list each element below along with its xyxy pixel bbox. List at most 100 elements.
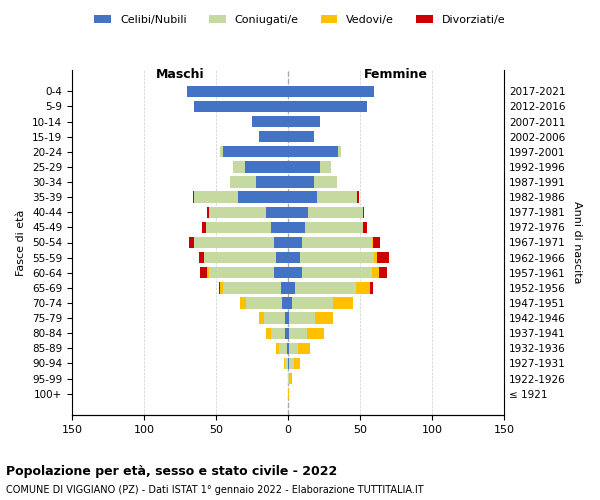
Bar (302, 237, 371, 248)
Bar (194, 101, 288, 112)
Bar (220, 282, 223, 294)
Bar (193, 192, 194, 203)
Bar (209, 206, 266, 218)
Bar (285, 328, 288, 339)
Bar (284, 358, 285, 369)
Bar (280, 342, 287, 354)
Bar (288, 176, 314, 188)
Bar (199, 252, 205, 264)
Bar (289, 312, 316, 324)
Bar (314, 176, 337, 188)
Bar (274, 267, 288, 278)
Bar (246, 298, 282, 308)
Text: COMUNE DI VIGGIANO (PZ) - Dati ISTAT 1° gennaio 2022 - Elaborazione TUTTITALIA.I: COMUNE DI VIGGIANO (PZ) - Dati ISTAT 1° … (6, 485, 424, 495)
Bar (266, 206, 288, 218)
Bar (274, 237, 288, 248)
Bar (289, 373, 292, 384)
Bar (332, 298, 353, 308)
Bar (271, 328, 285, 339)
Bar (288, 86, 374, 97)
Bar (289, 342, 298, 354)
Bar (208, 206, 209, 218)
Bar (299, 252, 374, 264)
Bar (320, 162, 331, 172)
Bar (288, 373, 289, 384)
Bar (308, 206, 363, 218)
Bar (370, 282, 373, 294)
Bar (259, 312, 263, 324)
Text: Popolazione per età, sesso e stato civile - 2022: Popolazione per età, sesso e stato civil… (6, 465, 337, 478)
Bar (238, 192, 288, 203)
Bar (285, 358, 288, 369)
Bar (371, 237, 373, 248)
Bar (292, 298, 332, 308)
Bar (223, 146, 288, 158)
Bar (377, 252, 389, 264)
Bar (289, 358, 294, 369)
Bar (371, 267, 379, 278)
Bar (200, 267, 208, 278)
Bar (298, 342, 310, 354)
Bar (288, 192, 317, 203)
Bar (295, 282, 356, 294)
Bar (288, 237, 302, 248)
Bar (219, 282, 220, 294)
Bar (373, 237, 380, 248)
Bar (208, 267, 209, 278)
Bar (288, 222, 305, 233)
Bar (288, 358, 289, 369)
Bar (288, 267, 302, 278)
Bar (288, 282, 295, 294)
Bar (256, 176, 288, 188)
Bar (220, 146, 223, 158)
Legend: Celibi/Nubili, Coniugati/e, Vedovi/e, Divorziati/e: Celibi/Nubili, Coniugati/e, Vedovi/e, Di… (90, 10, 510, 29)
Bar (285, 312, 288, 324)
Bar (230, 176, 256, 188)
Bar (287, 342, 288, 354)
Bar (245, 162, 288, 172)
Bar (288, 388, 289, 400)
Bar (288, 206, 308, 218)
Bar (288, 312, 289, 324)
Text: Maschi: Maschi (155, 68, 205, 81)
Text: Femmine: Femmine (364, 68, 428, 81)
Bar (294, 358, 299, 369)
Bar (266, 328, 271, 339)
Bar (302, 267, 371, 278)
Bar (338, 146, 341, 158)
Bar (188, 237, 194, 248)
Bar (233, 162, 245, 172)
Bar (363, 222, 367, 233)
Bar (271, 222, 288, 233)
Bar (263, 312, 285, 324)
Bar (259, 131, 288, 142)
Bar (277, 342, 280, 354)
Bar (241, 298, 246, 308)
Bar (379, 267, 388, 278)
Bar (277, 252, 288, 264)
Bar (288, 146, 338, 158)
Bar (194, 237, 274, 248)
Bar (288, 342, 289, 354)
Bar (194, 192, 238, 203)
Bar (206, 222, 271, 233)
Bar (281, 282, 288, 294)
Bar (288, 328, 289, 339)
Bar (289, 328, 307, 339)
Y-axis label: Anni di nascita: Anni di nascita (572, 201, 582, 284)
Bar (317, 192, 357, 203)
Bar (282, 298, 288, 308)
Bar (205, 252, 277, 264)
Bar (252, 116, 288, 127)
Bar (288, 131, 314, 142)
Bar (288, 298, 292, 308)
Bar (363, 206, 364, 218)
Bar (374, 252, 377, 264)
Bar (288, 162, 320, 172)
Bar (357, 192, 359, 203)
Bar (288, 116, 320, 127)
Bar (316, 312, 332, 324)
Bar (202, 222, 206, 233)
Bar (356, 282, 370, 294)
Bar (187, 86, 288, 97)
